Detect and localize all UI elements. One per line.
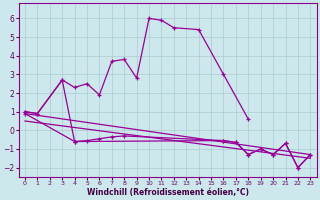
X-axis label: Windchill (Refroidissement éolien,°C): Windchill (Refroidissement éolien,°C) [87,188,249,197]
